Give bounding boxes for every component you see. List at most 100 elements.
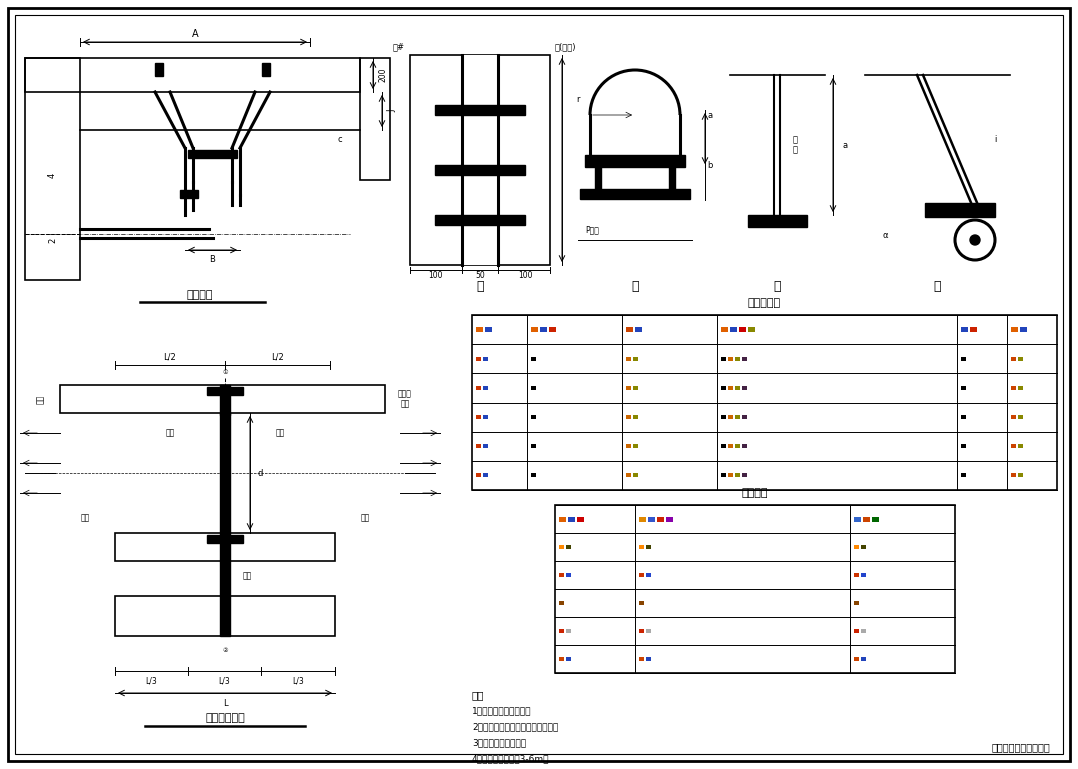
Text: 说：: 说： [472,690,484,700]
Text: L/2: L/2 [272,352,285,361]
Bar [925,203,995,217]
Text: α: α [882,231,888,239]
Bar [462,55,498,265]
Bar [549,327,556,332]
Bar [646,629,651,633]
Bar [1018,357,1023,361]
Bar [626,415,631,419]
Text: 2: 2 [49,238,57,243]
Bar [730,55,825,75]
Bar [1018,474,1023,478]
Bar [1011,415,1015,419]
Bar [728,386,733,390]
Bar [566,629,571,633]
Bar [648,517,655,521]
Bar [566,573,571,577]
Bar [559,517,566,521]
Bar [1011,386,1015,390]
Bar [220,533,230,561]
Text: 1、管径规格详见图纸。: 1、管径规格详见图纸。 [472,707,531,715]
Bar [721,357,725,361]
Bar [476,357,481,361]
Text: L/3: L/3 [146,677,157,685]
Bar [865,55,1010,75]
Bar [728,444,733,448]
Bar [854,517,861,521]
Text: 此处: 此处 [275,428,285,438]
Bar [220,561,230,596]
Bar [436,215,525,225]
Text: 此处: 此处 [360,514,370,522]
Bar [639,601,644,605]
Bar [483,474,488,478]
Bar [476,444,481,448]
Bar [262,63,270,76]
Text: a: a [707,111,713,119]
Bar [472,315,1058,490]
Bar [735,357,740,361]
Bar [721,474,725,478]
Text: ①: ① [222,371,227,375]
Bar [639,657,644,661]
Bar [1011,357,1015,361]
Bar [735,444,740,448]
Bar [580,189,690,199]
Text: r: r [577,95,580,105]
Bar [60,385,385,413]
Text: b: b [707,161,713,169]
Bar [854,657,859,661]
Bar [626,386,631,390]
Bar [633,386,638,390]
Bar [730,327,737,332]
Text: L/2: L/2 [164,352,177,361]
Bar [559,657,564,661]
Bar [742,415,747,419]
Bar [1018,444,1023,448]
Bar [566,657,571,661]
Bar [639,545,644,549]
Text: 200: 200 [378,68,387,82]
Text: L: L [223,698,227,707]
Bar [721,444,725,448]
Bar [568,517,575,521]
Bar [728,474,733,478]
Bar [220,385,230,415]
Text: a: a [842,141,847,149]
Bar [115,533,335,561]
Bar [60,385,385,413]
Bar [960,474,966,478]
Bar [115,596,335,636]
Text: 桩#: 桩# [393,42,405,52]
Bar [635,327,642,332]
Text: 穿墙管及水管保温详图: 穿墙管及水管保温详图 [992,742,1050,752]
Text: 100: 100 [517,271,533,279]
Bar [728,415,733,419]
Bar [540,327,547,332]
Bar [577,517,584,521]
Bar [721,415,725,419]
Bar [25,58,360,92]
Bar [25,58,360,92]
Bar [485,327,492,332]
Bar [861,629,866,633]
Text: 准: 准 [632,281,639,294]
Circle shape [970,235,980,245]
Bar [626,444,631,448]
Bar [735,386,740,390]
Bar [960,327,968,332]
Bar [854,573,859,577]
Text: A: A [192,29,198,39]
Bar [476,474,481,478]
Bar [1020,327,1027,332]
Text: 管道保温: 管道保温 [742,488,769,498]
Bar [854,629,859,633]
Text: ②: ② [222,648,227,654]
Text: 标准断面: 标准断面 [186,290,213,300]
Bar [626,357,631,361]
Text: 标: 标 [476,281,484,294]
Bar [960,357,966,361]
Bar [639,517,646,521]
Bar [25,58,80,280]
Bar [1011,327,1018,332]
Bar [639,573,644,577]
